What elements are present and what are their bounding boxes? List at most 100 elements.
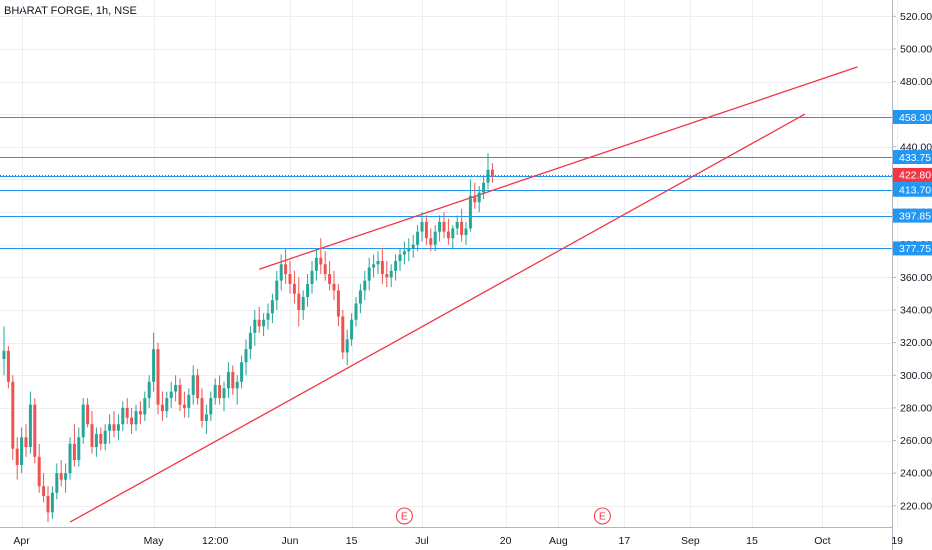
candle-63 — [279, 254, 283, 291]
candle-33 — [147, 375, 151, 408]
candle-32 — [143, 391, 147, 421]
candle-88 — [389, 264, 393, 288]
x-tick-label-10: 15 — [746, 535, 758, 547]
candle-67 — [297, 277, 301, 327]
candle-body — [420, 221, 424, 232]
candle-47 — [209, 391, 213, 421]
candle-body — [112, 424, 116, 431]
candle-84 — [372, 254, 376, 278]
y-tick-label-0: 220.00 — [900, 500, 932, 512]
candle-38 — [169, 381, 173, 408]
candle-body — [218, 385, 222, 399]
candle-2 — [11, 375, 15, 461]
candle-96 — [424, 215, 428, 245]
candle-body — [297, 293, 301, 310]
candle-body — [143, 398, 147, 415]
candle-body — [213, 385, 217, 399]
earnings-circle[interactable] — [395, 507, 413, 525]
candle-64 — [284, 248, 288, 284]
price-tag-label: 377.75 — [899, 243, 931, 255]
candle-body — [6, 350, 10, 382]
candle-body — [187, 394, 191, 408]
earnings-marker-0[interactable]: E — [395, 507, 413, 525]
candle-53 — [235, 375, 239, 405]
candle-49 — [218, 375, 222, 405]
candle-body — [486, 169, 490, 183]
y-tick-label-3: 280.00 — [900, 402, 932, 414]
candle-90 — [398, 248, 402, 271]
x-tick-label-8: 17 — [619, 535, 631, 547]
earnings-circle[interactable] — [593, 507, 611, 525]
candle-body — [152, 349, 156, 382]
y-tick-label-14: 500.00 — [900, 43, 932, 55]
candle-body — [275, 280, 279, 301]
candle-77 — [341, 310, 345, 359]
x-tick-label-6: 20 — [500, 535, 512, 547]
candle-39 — [174, 375, 178, 402]
candle-body — [20, 437, 24, 465]
candle-body — [451, 228, 455, 239]
candle-68 — [301, 290, 305, 320]
candle-6 — [28, 391, 32, 454]
candle-37 — [165, 391, 169, 418]
candle-78 — [345, 329, 349, 366]
candle-body — [438, 221, 442, 232]
candle-body — [50, 492, 54, 513]
candles — [2, 153, 494, 523]
candle-55 — [244, 339, 248, 376]
candle-81 — [358, 283, 362, 314]
candle-body — [394, 261, 398, 271]
trend-line-0[interactable] — [258, 66, 858, 270]
candle-62 — [275, 270, 279, 310]
x-tick-label-11: Oct — [814, 535, 830, 547]
candle-body — [108, 424, 112, 431]
y-tick-label-15: 520.00 — [900, 11, 932, 23]
candle-102 — [451, 225, 455, 248]
candle-17 — [77, 427, 81, 467]
candle-108 — [477, 186, 481, 213]
candle-75 — [332, 270, 336, 301]
candle-body — [33, 404, 37, 457]
candle-1 — [6, 345, 10, 389]
price-tags: 458.30433.75422.20413.70397.85377.75422.… — [893, 109, 932, 256]
candle-body — [266, 313, 270, 320]
level-tag-4: 397.85 — [893, 208, 932, 223]
candle-body — [389, 270, 393, 278]
candle-57 — [253, 310, 257, 346]
trend-line-1[interactable] — [69, 113, 806, 523]
candle-body — [94, 434, 98, 448]
candle-52 — [231, 365, 235, 395]
candle-8 — [37, 443, 41, 493]
earnings-marker-1[interactable]: E — [593, 507, 611, 525]
candle-21 — [94, 427, 98, 457]
candle-43 — [191, 365, 195, 405]
candle-body — [460, 221, 464, 235]
candle-54 — [240, 355, 244, 389]
price-tag-bg — [893, 182, 932, 197]
y-tick-label-7: 360.00 — [900, 272, 932, 284]
candle-106 — [468, 179, 472, 232]
candle-66 — [292, 270, 296, 304]
candle-12 — [55, 463, 59, 500]
candle-body — [433, 231, 437, 245]
price-tag-bg — [893, 109, 932, 124]
candle-body — [380, 261, 384, 275]
candle-body — [116, 424, 120, 431]
x-tick-label-3: Jun — [282, 535, 299, 547]
y-tick-label-6: 340.00 — [900, 305, 932, 317]
earnings-label: E — [599, 511, 606, 523]
candle-87 — [385, 261, 389, 288]
candle-body — [424, 221, 428, 239]
candle-0 — [2, 326, 6, 376]
candle-body — [442, 221, 446, 232]
candle-body — [354, 303, 358, 320]
candle-97 — [429, 228, 433, 252]
x-tick-label-5: Jul — [415, 535, 428, 547]
candle-body — [402, 251, 406, 255]
time-axis[interactable]: Apr May 12:00 Jun 15 Jul 20 Aug 17 Sep 15 Oct 19 — [13, 535, 903, 547]
price-tag-label: 413.70 — [899, 185, 931, 197]
candle-61 — [270, 293, 274, 324]
candle-29 — [130, 407, 134, 434]
